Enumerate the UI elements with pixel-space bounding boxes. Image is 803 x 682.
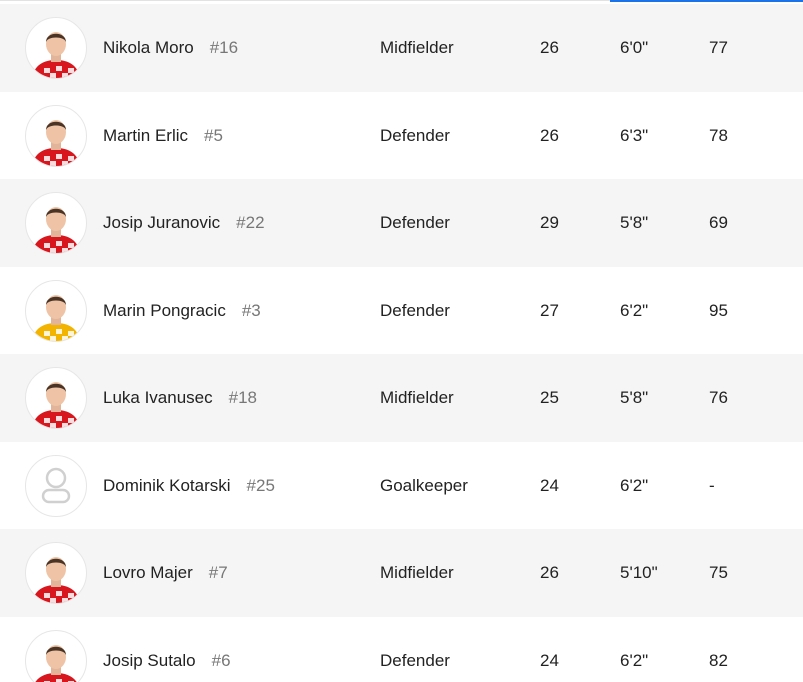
player-height: 6'3" — [620, 125, 649, 145]
player-avatar[interactable] — [25, 629, 87, 682]
player-height: 6'2" — [620, 650, 649, 670]
player-height: 6'2" — [620, 475, 649, 495]
player-row[interactable]: Martin Erlic #5 Defender 26 6'3" 78 — [0, 91, 803, 180]
player-row[interactable]: Dominik Kotarski #25 Goalkeeper 24 6'2" - — [0, 441, 803, 530]
player-row[interactable]: Josip Juranovic #22 Defender 29 5'8" 69 — [0, 179, 803, 267]
player-avatar[interactable] — [25, 104, 87, 167]
player-height: 5'8" — [620, 213, 649, 232]
player-photo-icon — [35, 644, 77, 682]
player-position: Midfielder — [380, 563, 454, 582]
player-position: Defender — [380, 300, 450, 320]
player-name-cell[interactable]: Dominik Kotarski #25 — [103, 442, 275, 530]
player-name[interactable]: Dominik Kotarski — [103, 475, 231, 495]
player-position: Midfielder — [380, 38, 454, 57]
player-position: Goalkeeper — [380, 475, 468, 495]
player-age: 26 — [540, 125, 559, 145]
roster-table: Nikola Moro #16 Midfielder 26 6'0" 77 Mar… — [0, 4, 803, 682]
table-top-divider — [0, 0, 610, 1]
player-height: 5'10" — [620, 563, 658, 582]
player-weight: 76 — [709, 388, 728, 407]
player-height: 6'2" — [620, 300, 649, 320]
player-age: 24 — [540, 475, 559, 495]
player-number: #6 — [211, 650, 231, 670]
player-photo-icon — [32, 207, 80, 253]
player-name-cell[interactable]: Luka Ivanusec #18 — [103, 354, 257, 442]
player-name[interactable]: Lovro Majer — [103, 563, 193, 582]
player-weight: - — [709, 475, 715, 495]
player-weight: 69 — [709, 213, 728, 232]
player-name-cell[interactable]: Josip Sutalo #6 — [103, 617, 231, 682]
player-photo-icon — [32, 294, 80, 341]
player-name[interactable]: Nikola Moro — [103, 38, 194, 57]
player-height: 6'0" — [620, 38, 649, 57]
player-photo-icon — [32, 382, 80, 428]
player-avatar[interactable] — [25, 542, 87, 604]
player-height: 5'8" — [620, 388, 649, 407]
player-row[interactable]: Nikola Moro #16 Midfielder 26 6'0" 77 — [0, 4, 803, 92]
player-name[interactable]: Josip Juranovic — [103, 213, 221, 232]
player-row[interactable]: Lovro Majer #7 Midfielder 26 5'10" 75 — [0, 529, 803, 617]
player-name-cell[interactable]: Marin Pongracic #3 — [103, 267, 261, 355]
player-position: Midfielder — [380, 388, 454, 407]
player-photo-icon — [32, 119, 80, 166]
player-name-cell[interactable]: Lovro Majer #7 — [103, 529, 228, 617]
player-weight: 82 — [709, 650, 728, 670]
player-avatar[interactable] — [25, 367, 87, 429]
player-age: 26 — [540, 38, 559, 57]
player-position: Defender — [380, 650, 450, 670]
player-number: #18 — [228, 388, 258, 407]
player-age: 26 — [540, 563, 559, 582]
player-number: #7 — [208, 563, 228, 582]
player-number: #16 — [209, 38, 239, 57]
player-name[interactable]: Marin Pongracic — [103, 300, 226, 320]
player-weight: 95 — [709, 300, 728, 320]
player-weight: 78 — [709, 125, 728, 145]
player-name[interactable]: Josip Sutalo — [103, 650, 196, 670]
player-avatar[interactable] — [25, 192, 87, 254]
placeholder-avatar-icon — [41, 467, 71, 503]
player-age: 25 — [540, 388, 559, 407]
player-weight: 75 — [709, 563, 728, 582]
player-position: Defender — [380, 213, 450, 232]
active-tab-indicator — [610, 0, 803, 2]
player-row[interactable]: Marin Pongracic #3 Defender 27 6'2" 95 — [0, 266, 803, 355]
player-name-cell[interactable]: Josip Juranovic #22 — [103, 179, 265, 267]
player-number: #25 — [246, 475, 275, 495]
player-number: #22 — [236, 213, 265, 232]
player-weight: 77 — [709, 38, 728, 57]
player-name-cell[interactable]: Martin Erlic #5 — [103, 92, 223, 180]
player-name[interactable]: Martin Erlic — [103, 125, 189, 145]
player-name-cell[interactable]: Nikola Moro #16 — [103, 4, 238, 92]
player-row[interactable]: Josip Sutalo #6 Defender 24 6'2" 82 — [0, 616, 803, 682]
player-age: 24 — [540, 650, 559, 670]
player-avatar[interactable] — [25, 17, 87, 79]
player-age: 27 — [540, 300, 559, 320]
player-photo-icon — [32, 32, 80, 78]
player-name[interactable]: Luka Ivanusec — [103, 388, 213, 407]
player-avatar[interactable] — [25, 279, 87, 342]
player-row[interactable]: Luka Ivanusec #18 Midfielder 25 5'8" 76 — [0, 354, 803, 442]
player-number: #3 — [241, 300, 261, 320]
player-age: 29 — [540, 213, 559, 232]
player-number: #5 — [204, 125, 223, 145]
player-position: Defender — [380, 125, 450, 145]
player-photo-icon — [32, 557, 80, 603]
player-avatar[interactable] — [25, 454, 87, 517]
